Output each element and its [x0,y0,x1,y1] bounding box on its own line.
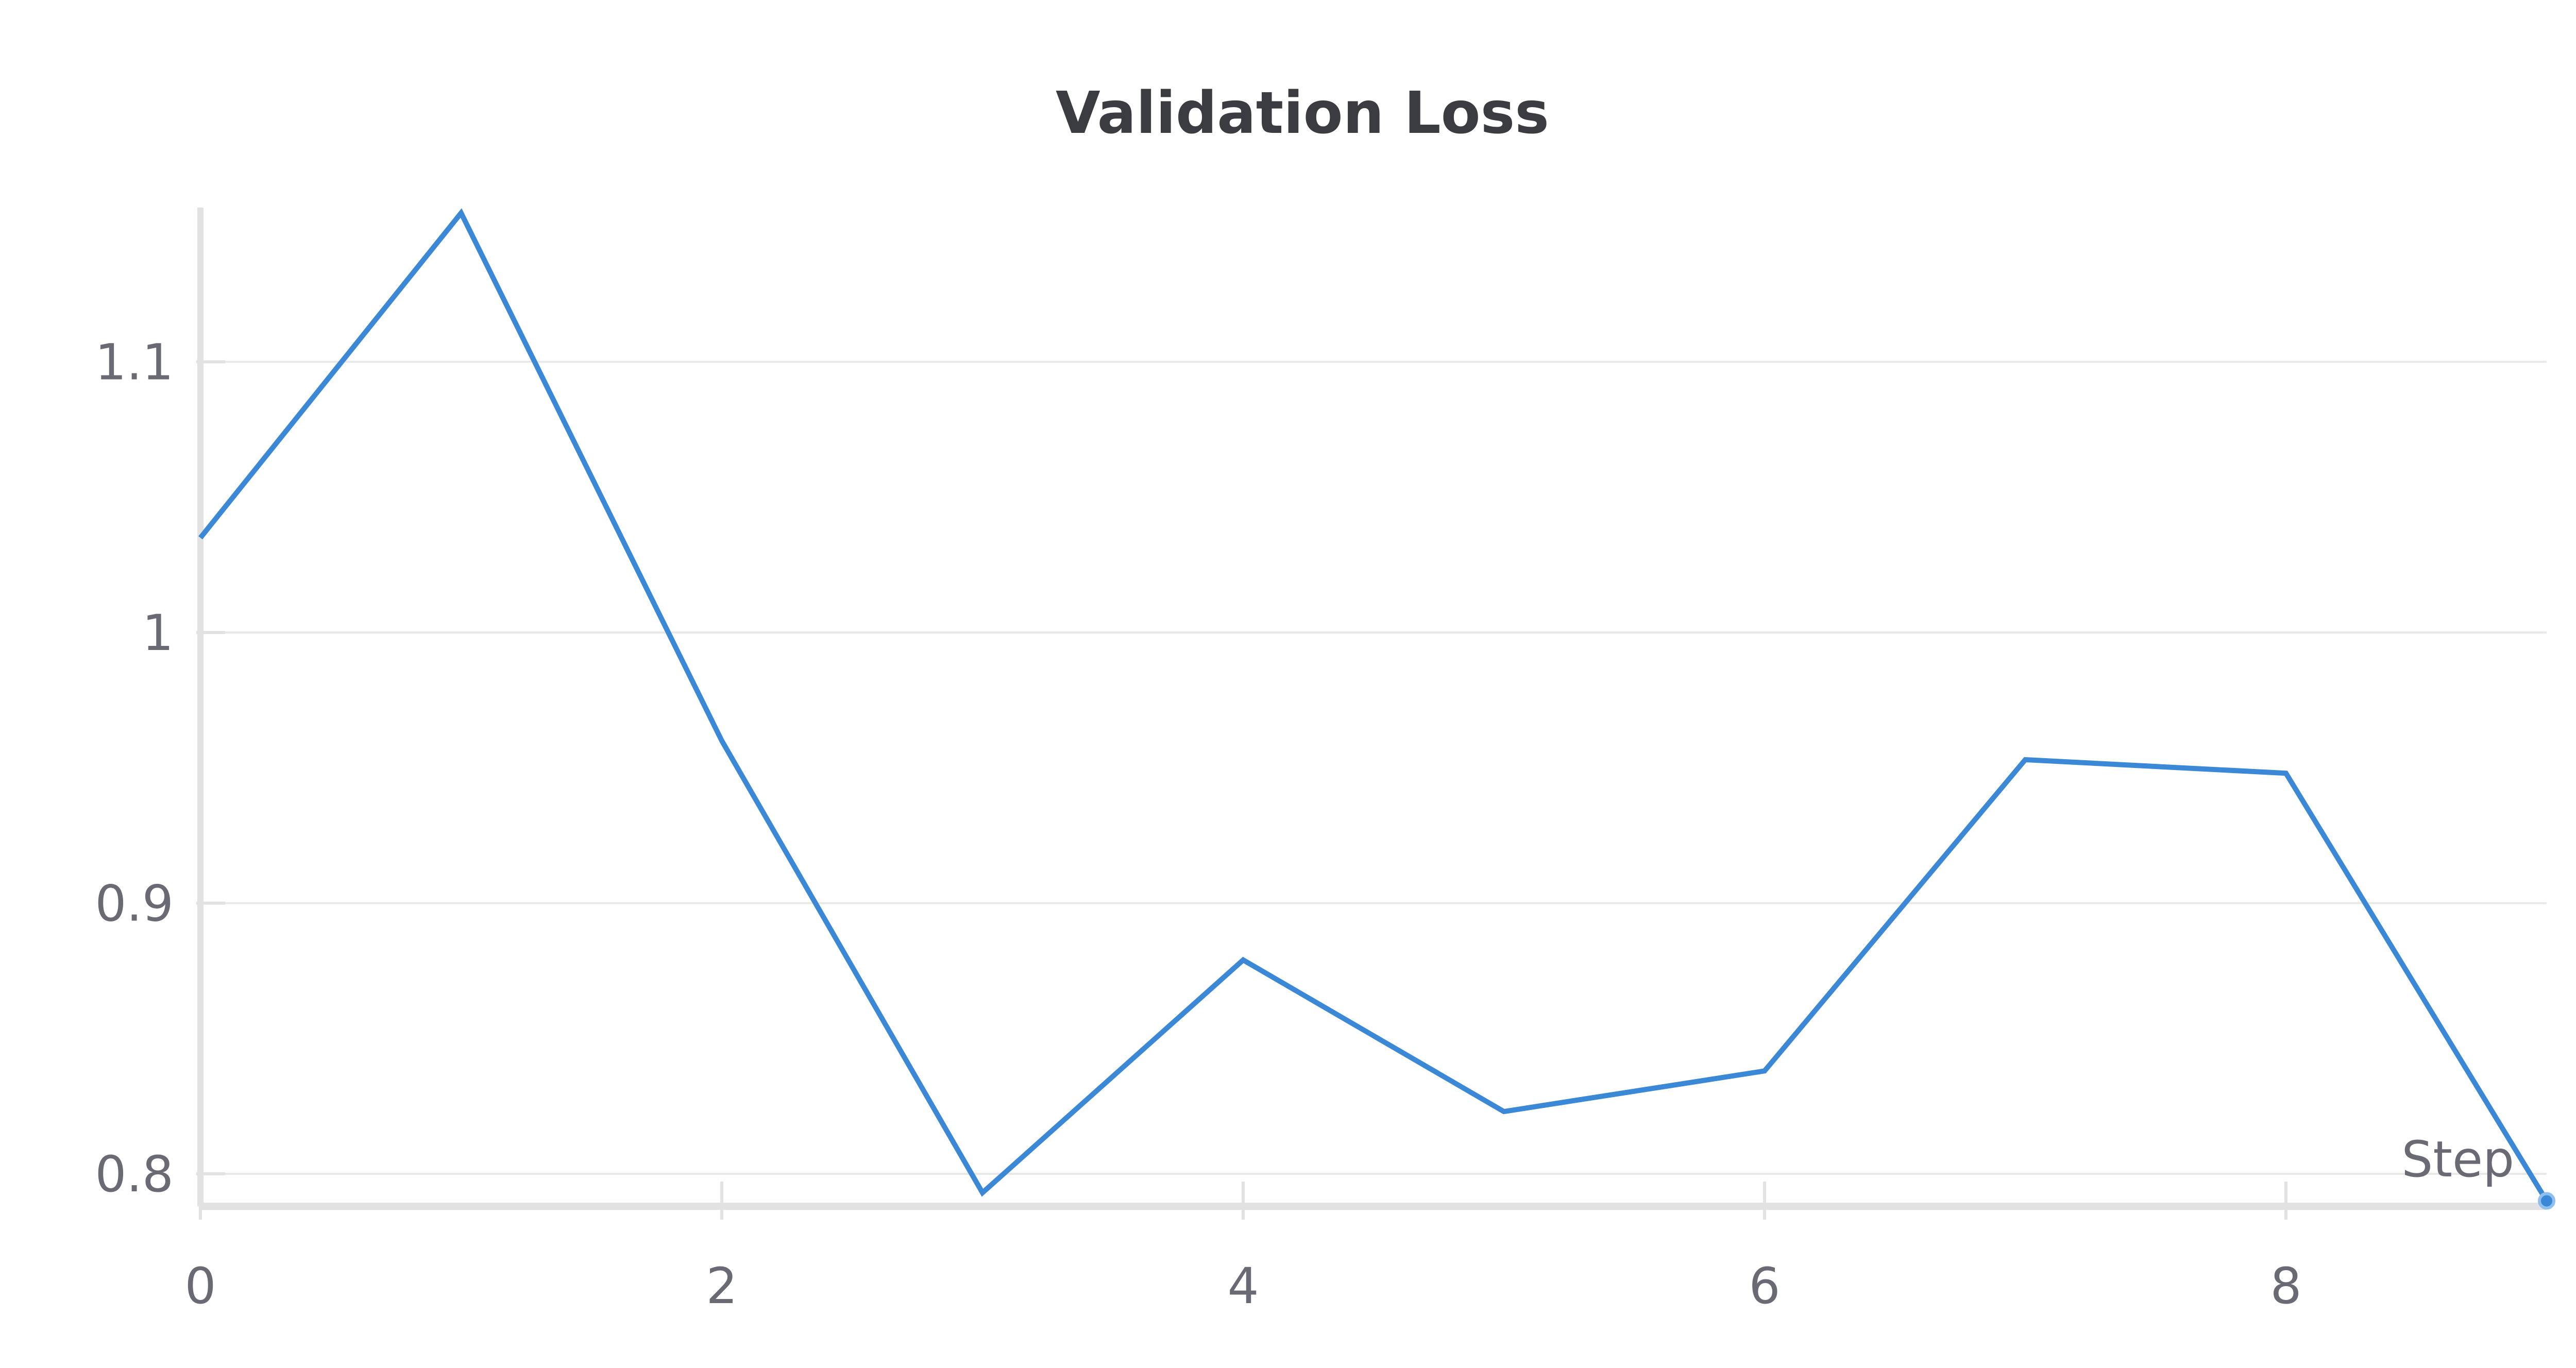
y-tick-label: 1.1 [95,334,174,391]
x-tick-label: 8 [2270,1257,2301,1315]
x-tick-label: 2 [706,1257,737,1315]
y-tick-label: 0.9 [95,875,174,932]
x-axis-label: Step [2401,1131,2514,1188]
tick-labels: 0.8 0.9 1 1.1 0 2 4 6 8 [95,334,2301,1315]
x-tick-label: 4 [1227,1257,1259,1315]
series-layer [198,208,2555,1210]
x-tick-label: 0 [184,1257,216,1315]
y-tick-label: 0.8 [95,1145,174,1203]
series-endpoint-marker [2538,1192,2555,1210]
y-tick-label: 1 [142,604,174,662]
series-line [198,208,2549,1203]
x-tick-label: 6 [1749,1257,1780,1315]
axes [196,208,2547,1220]
chart-title: Validation Loss [1056,80,1549,147]
grid-lines [200,361,2547,1175]
